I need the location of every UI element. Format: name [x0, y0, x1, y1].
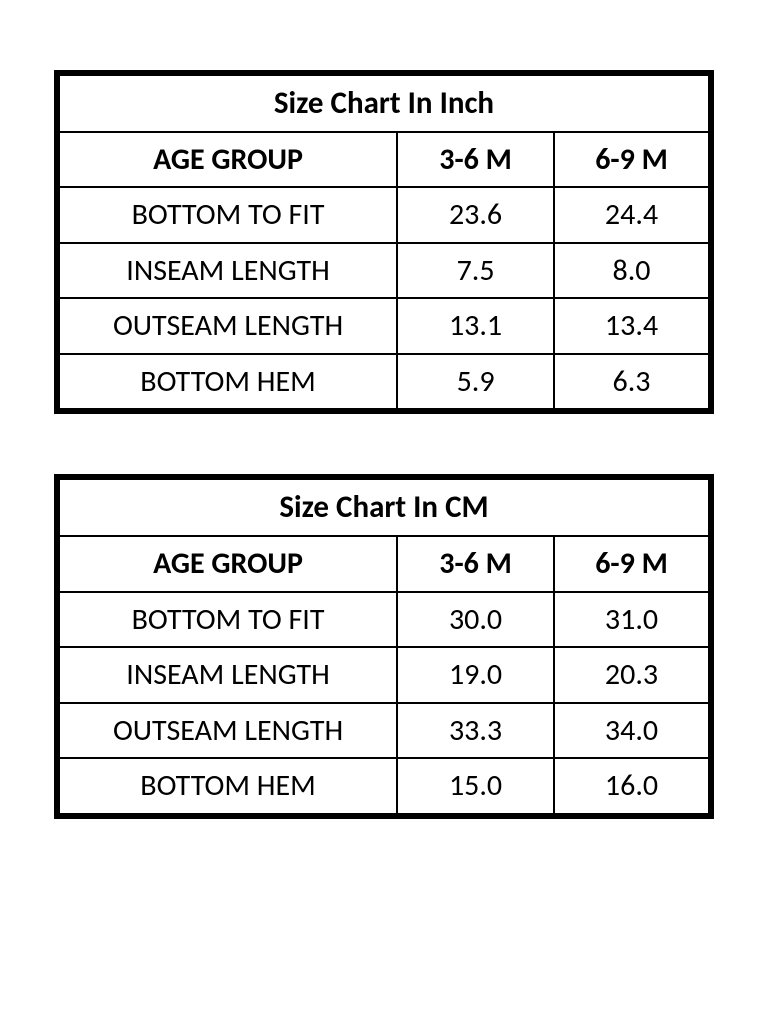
cell: 13.1 — [397, 298, 554, 354]
cell: 31.0 — [554, 592, 711, 648]
table-row: INSEAM LENGTH 7.5 8.0 — [57, 243, 711, 299]
row-label: INSEAM LENGTH — [57, 647, 397, 703]
row-label: OUTSEAM LENGTH — [57, 703, 397, 759]
header-cell: 6-9 M — [554, 132, 711, 188]
header-cell: 6-9 M — [554, 536, 711, 592]
header-cell: 3-6 M — [397, 132, 554, 188]
table-row: BOTTOM TO FIT 30.0 31.0 — [57, 592, 711, 648]
row-label: OUTSEAM LENGTH — [57, 298, 397, 354]
header-cell: AGE GROUP — [57, 536, 397, 592]
table-title: Size Chart In CM — [57, 477, 711, 536]
row-label: BOTTOM TO FIT — [57, 592, 397, 648]
row-label: BOTTOM HEM — [57, 354, 397, 412]
size-chart-cm: Size Chart In CM AGE GROUP 3-6 M 6-9 M B… — [54, 474, 714, 818]
cell: 5.9 — [397, 354, 554, 412]
cell: 16.0 — [554, 758, 711, 816]
row-label: INSEAM LENGTH — [57, 243, 397, 299]
header-cell: 3-6 M — [397, 536, 554, 592]
cell: 13.4 — [554, 298, 711, 354]
cell: 30.0 — [397, 592, 554, 648]
table-row: INSEAM LENGTH 19.0 20.3 — [57, 647, 711, 703]
table-header-row: AGE GROUP 3-6 M 6-9 M — [57, 536, 711, 592]
table-title: Size Chart In Inch — [57, 73, 711, 132]
cell: 7.5 — [397, 243, 554, 299]
table-row: OUTSEAM LENGTH 13.1 13.4 — [57, 298, 711, 354]
table-title-row: Size Chart In CM — [57, 477, 711, 536]
cell: 33.3 — [397, 703, 554, 759]
cell: 23.6 — [397, 187, 554, 243]
table-header-row: AGE GROUP 3-6 M 6-9 M — [57, 132, 711, 188]
table-row: OUTSEAM LENGTH 33.3 34.0 — [57, 703, 711, 759]
cell: 6.3 — [554, 354, 711, 412]
table-title-row: Size Chart In Inch — [57, 73, 711, 132]
cell: 20.3 — [554, 647, 711, 703]
table-row: BOTTOM HEM 5.9 6.3 — [57, 354, 711, 412]
page: Size Chart In Inch AGE GROUP 3-6 M 6-9 M… — [0, 0, 768, 819]
cell: 24.4 — [554, 187, 711, 243]
row-label: BOTTOM HEM — [57, 758, 397, 816]
table-row: BOTTOM HEM 15.0 16.0 — [57, 758, 711, 816]
header-cell: AGE GROUP — [57, 132, 397, 188]
cell: 8.0 — [554, 243, 711, 299]
cell: 19.0 — [397, 647, 554, 703]
cell: 15.0 — [397, 758, 554, 816]
size-chart-inch: Size Chart In Inch AGE GROUP 3-6 M 6-9 M… — [54, 70, 714, 414]
row-label: BOTTOM TO FIT — [57, 187, 397, 243]
table-row: BOTTOM TO FIT 23.6 24.4 — [57, 187, 711, 243]
cell: 34.0 — [554, 703, 711, 759]
